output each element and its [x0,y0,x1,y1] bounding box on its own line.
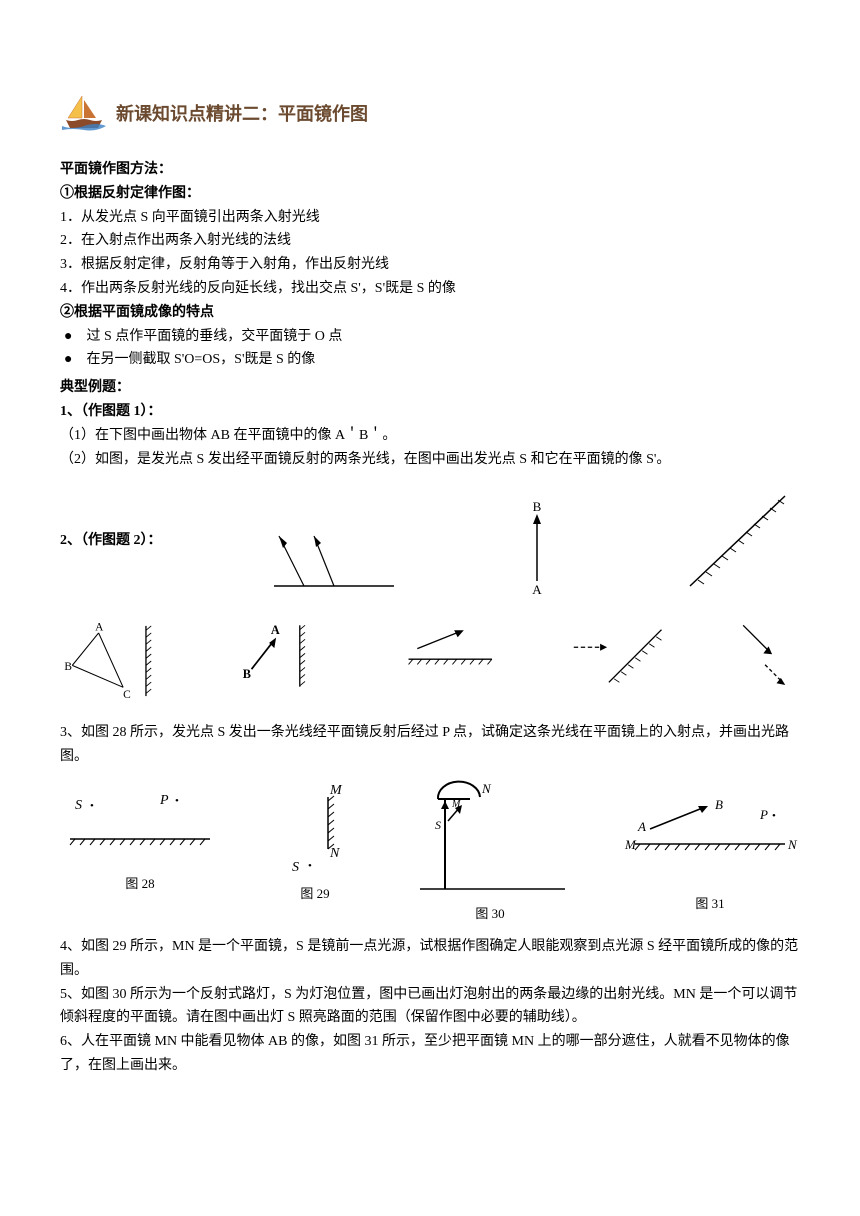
problem4-text: 4、如图 29 所示，MN 是一个平面镜，S 是镜前一点光源，试根据作图确定人眼… [60,935,800,983]
svg-text:N: N [787,837,798,852]
diagram-row-2: A B C A B [60,611,800,711]
diagram-reflection-rays [264,516,404,596]
diagram-arrow-AB: B A [507,496,567,596]
bullet-1: ● 过 S 点作平面镜的垂线，交平面镜于 O 点 [64,325,800,349]
svg-text:B: B [715,797,723,812]
lecture-title: 新课知识点精讲二：平面镜作图 [116,99,368,130]
svg-text:S: S [435,818,441,832]
svg-text:N: N [329,846,340,861]
svg-text:N: N [481,781,492,796]
problem6-text: 6、人在平面镜 MN 中能看见物体 AB 的像，如图 31 所示，至少把平面镜 … [60,1030,800,1078]
svg-text:P: P [759,807,768,822]
svg-text:B: B [243,667,251,681]
svg-text:A: A [271,623,280,637]
svg-text:•: • [90,800,94,812]
svg-text:B: B [64,661,72,673]
step-2: 2．在入射点作出两条入射光线的法线 [60,229,800,253]
svg-text:A: A [532,582,542,596]
diagram-arrow-mirror-BA: A B [234,611,330,701]
problem1-title: 1、（作图题 1）： [60,400,800,424]
step-1: 1．从发光点 S 向平面镜引出两条入射光线 [60,206,800,230]
method-heading: 平面镜作图方法： [60,158,800,182]
fig28-label: 图 28 [60,873,220,895]
svg-text:S: S [75,798,82,813]
svg-text:M: M [329,783,343,798]
examples-heading: 典型例题： [60,376,800,400]
diagram-two-arrows [730,611,800,701]
svg-text:B: B [533,499,542,514]
diagram-fig29: M N S • [270,779,360,879]
diagram-row-1: 2、（作图题 2）： B A [60,486,800,596]
diagram-fig28: S • P • [60,779,220,869]
svg-text:S: S [292,860,299,875]
fig31-label: 图 31 [620,893,800,915]
diagram-triangle-ABC: A B C [60,611,174,711]
lecture-header: 新课知识点精讲二：平面镜作图 [60,90,800,138]
problem2-title-inline: 2、（作图题 2）： [60,529,162,553]
problem3-text: 3、如图 28 所示，发光点 S 发出一条光线经平面镜反射后经过 P 点，试确定… [60,721,800,769]
svg-text:•: • [772,810,776,822]
diagram-row-3: S • P • 图 28 M N S • 图 29 N M S [60,779,800,925]
fig29-label: 图 29 [270,883,360,905]
method-sub1: ①根据反射定律作图： [60,182,800,206]
step-4: 4．作出两条反射光线的反向延长线，找出交点 S'，S'既是 S 的像 [60,277,800,301]
diagram-fig30: N M S [410,779,570,899]
diagram-dashed-arrow-mirror [565,611,670,701]
method-sub2: ②根据平面镜成像的特点 [60,301,800,325]
bullet-2: ● 在另一侧截取 S'O=OS，S'既是 S 的像 [64,348,800,372]
diagram-incident-ray [391,611,505,681]
problem1-part2: （2）如图，是发光点 S 发出经平面镜反射的两条光线，在图中画出发光点 S 和它… [60,448,800,472]
svg-text:•: • [308,860,312,872]
svg-text:A: A [95,622,104,634]
boat-icon [60,90,108,138]
problem1-part1: （1）在下图中画出物体 AB 在平面镜中的像 A＇B＇。 [60,424,800,448]
svg-text:A: A [637,819,646,834]
svg-text:•: • [175,795,179,807]
svg-text:P: P [159,793,169,808]
problem5-text: 5、如图 30 所示为一个反射式路灯，S 为灯泡位置，图中已画出灯泡射出的两条最… [60,983,800,1031]
diagram-fig31: A B P• M N [620,779,800,889]
svg-text:C: C [123,689,131,701]
diagram-hatched-mirror [670,486,800,596]
fig30-label: 图 30 [410,903,570,925]
step-3: 3．根据反射定律，反射角等于入射角，作出反射光线 [60,253,800,277]
